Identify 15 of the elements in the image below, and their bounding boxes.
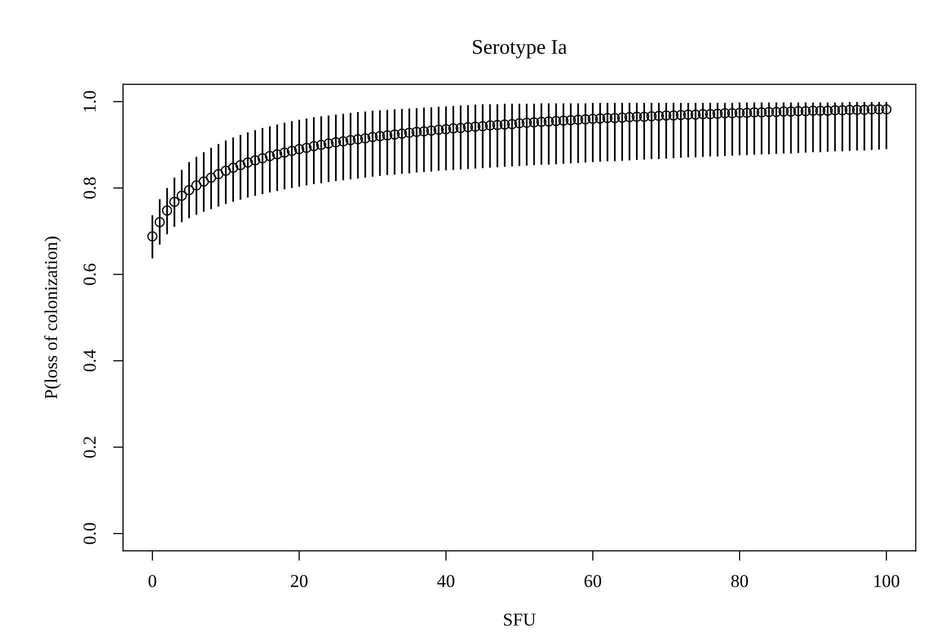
- x-axis-title: SFU: [504, 614, 536, 626]
- x-tick-label: 100: [874, 574, 900, 588]
- y-tick-label: 0.4: [84, 350, 96, 372]
- y-tick-label: 1.0: [84, 91, 96, 112]
- chart-title: Serotype Ia: [473, 40, 567, 58]
- y-tick-label: 0.2: [84, 436, 96, 458]
- y-tick-label: 0.8: [84, 177, 96, 199]
- y-axis-title: P(loss of colonization): [44, 236, 61, 399]
- x-tick-label: 20: [290, 574, 308, 588]
- x-tick-label: 80: [731, 574, 748, 588]
- x-tick-label: 60: [584, 574, 602, 588]
- y-tick-label: 0.6: [84, 264, 96, 285]
- x-tick-label: 40: [437, 574, 454, 588]
- y-tick-label: 0.0: [84, 522, 96, 544]
- x-tick-label: 0: [148, 574, 156, 588]
